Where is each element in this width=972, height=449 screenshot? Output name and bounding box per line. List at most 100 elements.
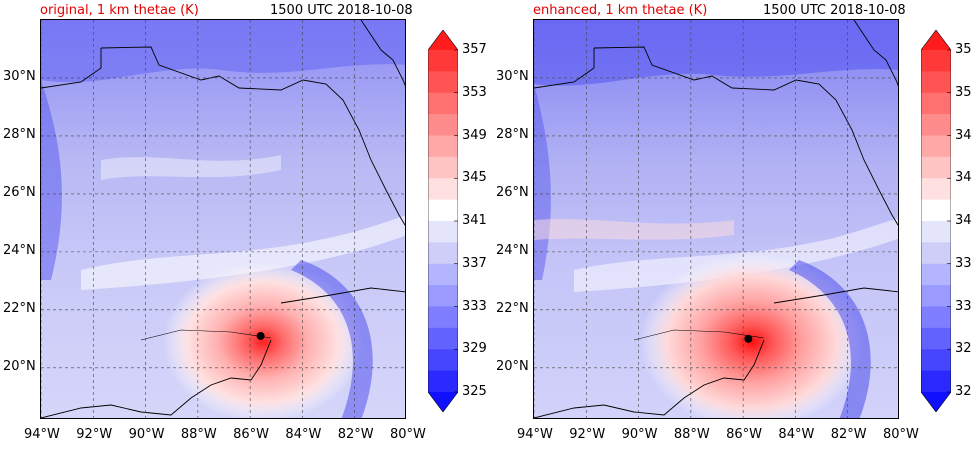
colorbar-tick-label: 353 [462, 84, 487, 100]
colorbar-tick-label: 337 [955, 255, 972, 271]
colorbar-level [428, 263, 458, 286]
colorbar-level [921, 178, 951, 201]
lon-tick-label: 94°W [517, 427, 553, 442]
colorbar-level [921, 71, 951, 94]
lon-tick-label: 88°W [180, 427, 217, 442]
colorbar-extend-max [428, 30, 458, 50]
map-canvas [41, 20, 405, 418]
colorbar-level [428, 114, 458, 136]
map-canvas [534, 20, 898, 418]
texas-louisiana-coast [41, 48, 102, 89]
colorbar-level [921, 242, 951, 265]
colorbar-tick-label: 325 [955, 384, 972, 399]
colorbar-tick-label: 353 [955, 84, 972, 100]
lat-tick-label: 30°N [496, 68, 529, 84]
colorbar-level [428, 135, 458, 158]
spiral-band [789, 260, 871, 418]
lat-tick-label: 22°N [496, 300, 529, 316]
colorbar-level [921, 349, 951, 372]
lon-tick-label: 86°W [726, 427, 763, 442]
colorbar-level [921, 221, 951, 243]
colorbar-tick-label: 341 [955, 213, 972, 228]
lat-tick-label: 24°N [496, 242, 529, 258]
thetae-map[interactable] [40, 19, 406, 419]
colorbar-tick-label: 333 [462, 298, 487, 314]
colorbar-level [428, 221, 458, 243]
cuba-coast [280, 287, 405, 304]
lat-tick-label: 28°N [3, 126, 36, 142]
colorbar-level [921, 285, 951, 307]
thetae-map[interactable] [533, 19, 899, 419]
atlantic-coastline [360, 20, 405, 87]
colorbar-level [921, 114, 951, 136]
colorbar-tick-label: 329 [462, 341, 487, 357]
lat-tick-label: 20°N [496, 358, 529, 374]
lon-tick-label: 80°W [390, 427, 426, 442]
colorbar-level [921, 50, 951, 72]
lon-tick-label: 94°W [24, 427, 60, 442]
panel-title: original, 1 km thetae (K) [40, 3, 199, 18]
lat-tick-label: 20°N [3, 358, 36, 374]
colorbar-tick-label: 349 [462, 127, 487, 143]
lon-tick-label: 92°W [569, 427, 606, 442]
panel-title: enhanced, 1 km thetae (K) [533, 3, 708, 18]
colorbar-level [921, 92, 951, 115]
cold-band-west [41, 80, 62, 280]
colorbar-extend-min [921, 392, 951, 412]
colorbar-level [428, 178, 458, 201]
colorbar-tick-label: 329 [955, 341, 972, 357]
colorbar-level [428, 71, 458, 94]
storm-center-marker [744, 334, 753, 343]
yucatan-north-coast [633, 329, 765, 341]
colorbar-level [428, 306, 458, 329]
colorbar-tick-label: 349 [955, 127, 972, 143]
lat-tick-label: 28°N [496, 126, 529, 142]
colorbar-level [921, 327, 951, 350]
graticule [41, 20, 405, 418]
colorbar-tick-label: 357 [462, 42, 487, 57]
moist-band [81, 215, 405, 290]
colorbar-level [428, 50, 458, 72]
lon-tick-label: 82°W [337, 427, 374, 442]
colorbar-level [921, 156, 951, 179]
panel-enhanced: enhanced, 1 km thetae (K) 1500 UTC 2018-… [493, 0, 972, 449]
colorbar-tick-label: 345 [462, 170, 487, 186]
graticule [534, 20, 898, 418]
colorbar-tick-label: 345 [955, 170, 972, 186]
lon-tick-label: 82°W [830, 427, 867, 442]
colorbar-tick-label: 357 [955, 42, 972, 57]
lon-tick-label: 90°W [621, 427, 658, 442]
colorbar-level [921, 306, 951, 329]
colorbar-level [428, 327, 458, 350]
colorbar-level [428, 156, 458, 179]
lat-tick-label: 26°N [3, 184, 36, 200]
colorbar-level [428, 199, 458, 222]
gulf-coastline [593, 46, 898, 226]
colorbar [921, 30, 951, 412]
lat-tick-label: 30°N [3, 68, 36, 84]
lon-tick-label: 84°W [285, 427, 322, 442]
colorbar-tick-label: 333 [955, 298, 972, 314]
lon-tick-label: 84°W [778, 427, 815, 442]
panel-timestamp: 1500 UTC 2018-10-08 [270, 3, 413, 18]
lon-tick-label: 90°W [128, 427, 165, 442]
hurricane-warm-core [163, 262, 363, 418]
lat-tick-label: 22°N [3, 300, 36, 316]
colorbar-level [428, 349, 458, 372]
colorbar-extend-max [921, 30, 951, 50]
storm-center-marker [256, 331, 265, 340]
lat-tick-label: 26°N [496, 184, 529, 200]
lon-tick-label: 86°W [233, 427, 270, 442]
colorbar-level [428, 370, 458, 393]
colorbar-level [921, 263, 951, 286]
moist-band-north [101, 155, 281, 180]
cuba-coast [773, 287, 898, 304]
gulf-coastline [100, 46, 405, 226]
yucatan-coast [534, 339, 765, 418]
lon-tick-label: 92°W [76, 427, 113, 442]
cold-airmass [534, 20, 898, 86]
colorbar-level [921, 370, 951, 393]
colorbar-level [428, 285, 458, 307]
colorbar-level [428, 92, 458, 115]
spiral-band [291, 260, 373, 418]
